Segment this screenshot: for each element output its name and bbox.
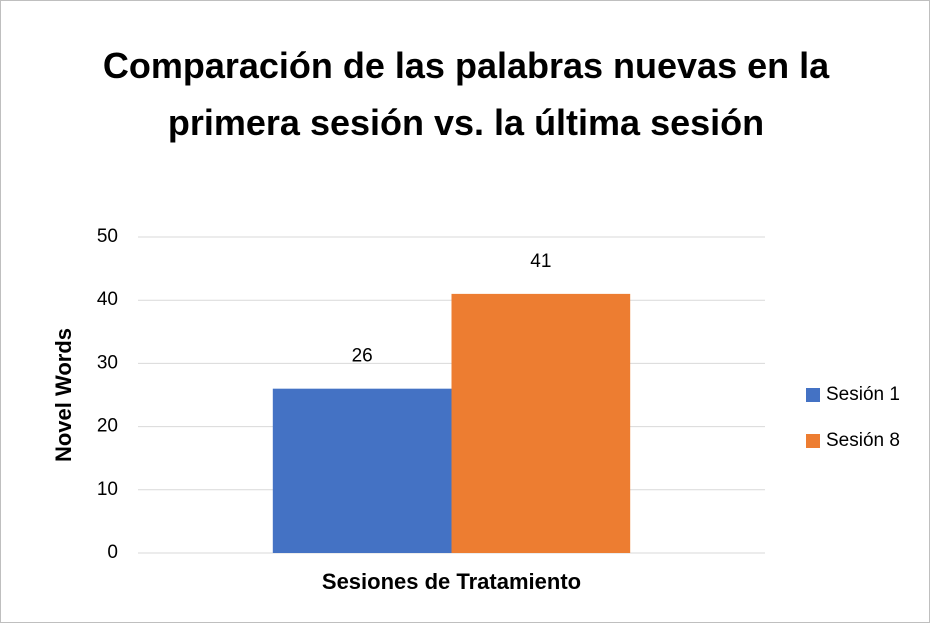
y-tick-label: 30: [97, 352, 118, 373]
bar: [272, 388, 452, 553]
y-tick-label: 40: [97, 289, 118, 310]
y-axis-label: Novel Words: [51, 328, 76, 462]
y-tick-label: 0: [107, 542, 118, 563]
chart-title: Comparación de las palabras nuevas en la…: [102, 45, 830, 143]
y-tick-label: 50: [97, 226, 118, 247]
legend-label: Sesión 8: [826, 430, 900, 451]
legend-swatch: [806, 434, 820, 448]
bar: [451, 293, 631, 553]
y-tick-label: 10: [97, 479, 118, 500]
legend-label: Sesión 1: [826, 384, 900, 405]
y-tick-label: 20: [97, 416, 118, 437]
legend-swatch: [806, 388, 820, 402]
data-label: 26: [352, 346, 373, 367]
x-axis-label: Sesiones de Tratamiento: [322, 569, 581, 594]
data-label: 41: [530, 251, 551, 272]
